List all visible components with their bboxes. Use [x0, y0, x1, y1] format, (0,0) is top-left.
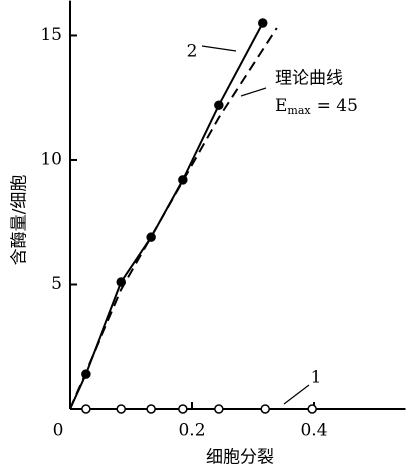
data-point — [260, 404, 270, 414]
data-point — [116, 404, 126, 414]
series-label: 理论曲线 — [275, 69, 343, 89]
emax-value: = 45 — [317, 96, 358, 116]
emax-symbol: E — [275, 96, 287, 116]
x-tick-label: 0 — [53, 421, 64, 441]
data-point — [258, 18, 268, 28]
y-tick-label: 5 — [51, 274, 62, 294]
data-point — [146, 404, 156, 414]
series-line — [69, 22, 264, 410]
y-tick-label: 15 — [40, 25, 62, 45]
data-point — [146, 232, 156, 242]
y-tick-label: 10 — [40, 149, 62, 169]
data-point — [214, 100, 224, 110]
leader-line — [283, 384, 310, 405]
leader-line — [240, 87, 267, 97]
emax-subscript: max — [287, 104, 311, 117]
data-point — [81, 404, 91, 414]
series-label: 1 — [311, 368, 322, 388]
series-line — [69, 27, 278, 410]
leader-line — [201, 45, 237, 52]
x-tick-label: 0.2 — [178, 421, 205, 441]
data-point — [214, 404, 224, 414]
data-point — [307, 404, 317, 414]
data-point — [178, 404, 188, 414]
x-tick-label: 0.4 — [300, 421, 327, 441]
series-label: 2 — [187, 42, 198, 62]
emax-label: Emax = 45 — [275, 96, 358, 118]
y-axis-label: 含酶量/细胞 — [10, 175, 30, 266]
x-axis-label: 细胞分裂 — [206, 448, 274, 468]
